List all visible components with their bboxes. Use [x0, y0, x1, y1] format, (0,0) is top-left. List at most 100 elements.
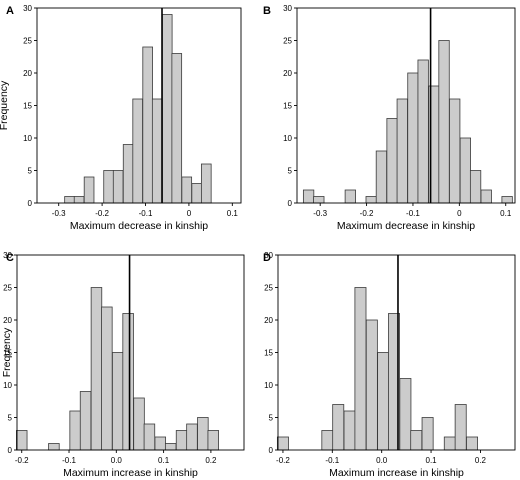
y-tick-label: 20: [23, 69, 32, 78]
y-tick-label: 10: [283, 134, 292, 143]
histogram-bar: [313, 196, 325, 204]
x-axis-label: Maximum increase in kinship: [63, 467, 198, 479]
histogram-bar: [501, 196, 513, 204]
y-tick-label: 25: [264, 284, 273, 293]
y-tick-label: 5: [8, 414, 13, 423]
y-tick-label: 15: [3, 349, 12, 358]
y-axis-label: Frequency: [1, 327, 13, 377]
histogram-bar: [143, 423, 156, 451]
y-tick-label: 30: [3, 251, 12, 260]
x-tick-label: 0: [457, 209, 462, 218]
histogram-bar: [73, 196, 85, 204]
histogram-bar: [90, 287, 103, 451]
y-tick-label: 15: [23, 102, 32, 111]
histogram-bar: [410, 430, 423, 451]
histogram-bar: [375, 150, 388, 204]
histogram-bar: [64, 196, 75, 204]
y-tick-label: 30: [23, 4, 32, 13]
y-tick-label: 25: [283, 37, 292, 46]
y-tick-label: 25: [3, 284, 12, 293]
histogram-bar: [438, 40, 450, 204]
x-axis-label: Maximum decrease in kinship: [337, 220, 475, 232]
histogram-bar: [171, 53, 183, 204]
x-tick-label: -0.1: [62, 456, 76, 465]
y-tick-label: 0: [269, 446, 274, 455]
histogram-bar: [16, 430, 28, 451]
y-tick-label: 10: [3, 381, 12, 390]
panel-label: B: [263, 5, 271, 17]
histogram-bar: [69, 410, 81, 451]
histogram-bar: [466, 436, 478, 451]
histogram-bar: [200, 163, 212, 204]
histogram-bar: [344, 189, 356, 204]
y-tick-label: 0: [28, 199, 33, 208]
y-tick-label: 0: [8, 446, 13, 455]
histogram-bar: [161, 14, 173, 204]
histogram-bar: [103, 170, 114, 204]
y-tick-label: 25: [23, 37, 32, 46]
histogram-bar: [365, 196, 377, 204]
x-tick-label: -0.1: [406, 209, 420, 218]
x-tick-label: -0.3: [313, 209, 327, 218]
x-tick-label: -0.1: [139, 209, 153, 218]
y-tick-label: 15: [283, 102, 292, 111]
histogram-bar: [386, 118, 398, 204]
histogram-bar: [112, 352, 124, 451]
y-tick-label: 20: [283, 69, 292, 78]
y-tick-label: 20: [264, 316, 273, 325]
histogram-bar: [132, 98, 143, 204]
histogram-bar: [365, 319, 378, 451]
histogram-bar: [343, 410, 356, 451]
histogram-bar: [186, 423, 198, 451]
x-tick-label: 0.2: [205, 456, 217, 465]
y-tick-label: 10: [23, 134, 32, 143]
x-tick-label: 0.0: [376, 456, 388, 465]
x-tick-label: -0.2: [360, 209, 374, 218]
histogram-bar: [142, 46, 153, 204]
x-tick-label: -0.2: [95, 209, 109, 218]
histogram-bar: [469, 170, 482, 204]
x-axis-label: Maximum decrease in kinship: [70, 220, 208, 232]
histogram-bar: [407, 72, 419, 204]
panel-b: 0 5 10 15 20 25 30 -0.3 -0.2 -0.1 0 0.1 Maximum decr…: [263, 4, 516, 232]
y-tick-label: 30: [264, 251, 273, 260]
histogram-bar: [79, 391, 92, 451]
histogram-bar: [399, 378, 412, 451]
histogram-bar: [133, 397, 145, 451]
y-tick-label: 5: [28, 167, 33, 176]
histogram-bar: [197, 417, 209, 451]
x-tick-label: 0.1: [426, 456, 438, 465]
histogram-bar: [191, 183, 203, 204]
histogram-bar: [459, 137, 471, 204]
histogram-bar: [449, 98, 461, 204]
histogram-bar: [421, 417, 434, 451]
y-tick-label: 5: [288, 167, 293, 176]
panel-label: D: [263, 252, 271, 264]
histogram-bar: [332, 404, 345, 451]
panel-label: C: [6, 252, 14, 264]
histogram-bar: [480, 189, 492, 204]
panel-d: 0 5 10 15 20 25 30 -0.2 -0.1 0.0 0.1 0.2 Maximum inc…: [263, 251, 516, 479]
histogram-bar: [396, 98, 408, 204]
histogram-bar: [164, 443, 177, 451]
x-tick-label: -0.2: [15, 456, 29, 465]
histogram-bar: [112, 170, 124, 204]
x-tick-label: 0.1: [500, 209, 512, 218]
y-tick-label: 10: [264, 381, 273, 390]
y-tick-label: 0: [288, 199, 293, 208]
histogram-bar: [48, 443, 60, 451]
x-tick-label: 0.1: [158, 456, 170, 465]
histogram-bar: [122, 313, 134, 451]
x-tick-label: -0.3: [52, 209, 66, 218]
histogram-bar: [207, 430, 219, 451]
histogram-bar: [454, 404, 467, 451]
panel-c: 0 5 10 15 20 25 30 -0.2 -0.1 0.0 0.1 0.2 Maximum inc…: [1, 251, 245, 479]
panel-label: A: [6, 5, 14, 17]
histogram-bar: [154, 436, 167, 451]
x-tick-label: 0: [187, 209, 192, 218]
x-tick-label: 0.1: [227, 209, 239, 218]
histogram-bar: [101, 306, 113, 451]
panel-a: 0 5 10 15 20 25 30 -0.3 -0.2 -0.1 0 0.1 Maximum decr…: [0, 4, 242, 232]
y-tick-label: 15: [264, 349, 273, 358]
